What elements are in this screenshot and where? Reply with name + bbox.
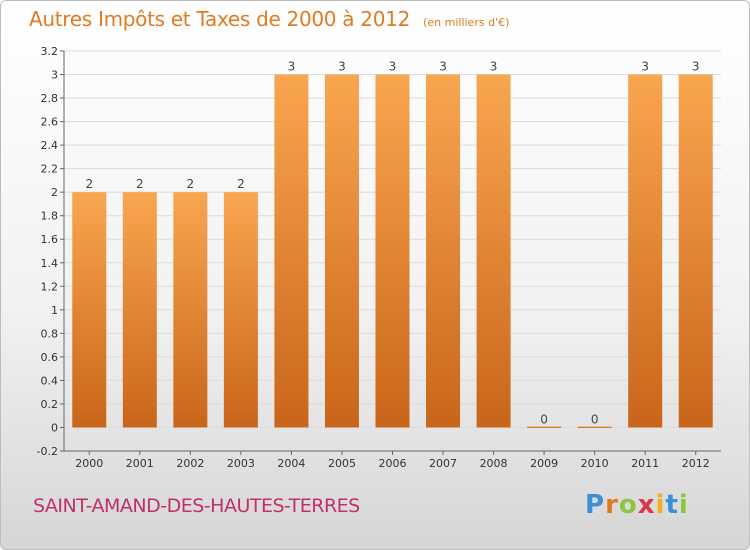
bar-2000 (72, 192, 107, 428)
y-tick-label: 1.4 (41, 257, 59, 270)
logo-letter: r (605, 490, 619, 520)
y-tick-label: 0.4 (41, 374, 59, 387)
data-label: 2 (237, 177, 245, 191)
x-tick-label: 2001 (126, 457, 154, 470)
data-label: 3 (338, 60, 346, 74)
data-label: 3 (439, 60, 447, 74)
x-tick-label: 2009 (530, 457, 558, 470)
x-tick-label: 2004 (277, 457, 305, 470)
logo-letter: x (637, 490, 656, 520)
x-tick-label: 2006 (379, 457, 407, 470)
proxiti-logo: Proxiti (585, 490, 689, 520)
bar-2001 (122, 192, 157, 428)
x-tick-label: 2007 (429, 457, 457, 470)
y-tick-label: 0.8 (41, 327, 59, 340)
bar-2004 (274, 74, 309, 428)
title-row: Autres Impôts et Taxes de 2000 à 2012 (e… (29, 7, 509, 31)
y-tick-label: 0.6 (41, 351, 59, 364)
data-label: 3 (490, 60, 498, 74)
bar-2009 (527, 426, 562, 428)
bar-2008 (476, 74, 511, 428)
y-tick-label: 0 (51, 421, 58, 434)
axes: 3.2 3 2.8 2.6 2.4 2.2 2 1.8 1.6 1.4 1.2 1 0.8 0.6 0.4 0… (37, 45, 721, 470)
y-tick-label: 2.4 (41, 139, 59, 152)
logo-letter: i (678, 490, 689, 520)
data-label: 3 (288, 60, 296, 74)
y-tick-label: 1.2 (41, 280, 59, 293)
x-tick-label: 2005 (328, 457, 356, 470)
y-tick-label: 3 (51, 69, 58, 82)
data-label: 2 (136, 177, 144, 191)
bar-2012 (678, 74, 713, 428)
y-tick-label: 2.2 (41, 163, 59, 176)
y-tick-label: 2.8 (41, 92, 59, 105)
y-tick-label: 2 (51, 186, 58, 199)
x-tick-label: 2011 (631, 457, 659, 470)
logo-letter: i (655, 490, 666, 520)
x-tick-label: 2010 (581, 457, 609, 470)
bar-2011 (628, 74, 663, 428)
data-label: 2 (187, 177, 195, 191)
y-tick-label: 2.6 (41, 116, 59, 129)
logo-letter: P (585, 490, 606, 520)
chart-title: Autres Impôts et Taxes de 2000 à 2012 (29, 7, 410, 31)
data-label: 3 (389, 60, 397, 74)
y-tick-label: 0.2 (41, 398, 59, 411)
commune-name: SAINT-AMAND-DES-HAUTES-TERRES (33, 495, 360, 517)
logo-letter: o (618, 490, 638, 520)
bar-2007 (426, 74, 461, 428)
bar-2003 (223, 192, 258, 428)
y-tick-label: 1 (51, 304, 58, 317)
data-label: 3 (692, 60, 700, 74)
y-tick-label: 1.6 (41, 233, 59, 246)
y-tick-label: 3.2 (41, 45, 59, 58)
y-tick-label: 1.8 (41, 210, 59, 223)
bars: 2 2 2 2 3 3 3 3 3 0 0 3 3 (72, 60, 713, 428)
x-tick-label: 2002 (176, 457, 204, 470)
data-label: 0 (591, 412, 599, 426)
bar-2005 (324, 74, 359, 428)
data-label: 3 (641, 60, 649, 74)
chart-subtitle: (en milliers d'€) (423, 16, 510, 29)
data-label: 2 (85, 177, 93, 191)
x-tick-label: 2008 (480, 457, 508, 470)
bar-2010 (577, 426, 612, 428)
y-tick-label: -0.2 (37, 445, 58, 458)
bar-2006 (375, 74, 410, 428)
bar-2002 (173, 192, 208, 428)
logo-letter: t (665, 490, 679, 520)
x-tick-label: 2012 (682, 457, 710, 470)
data-label: 0 (540, 412, 548, 426)
x-tick-label: 2000 (75, 457, 103, 470)
x-tick-label: 2003 (227, 457, 255, 470)
